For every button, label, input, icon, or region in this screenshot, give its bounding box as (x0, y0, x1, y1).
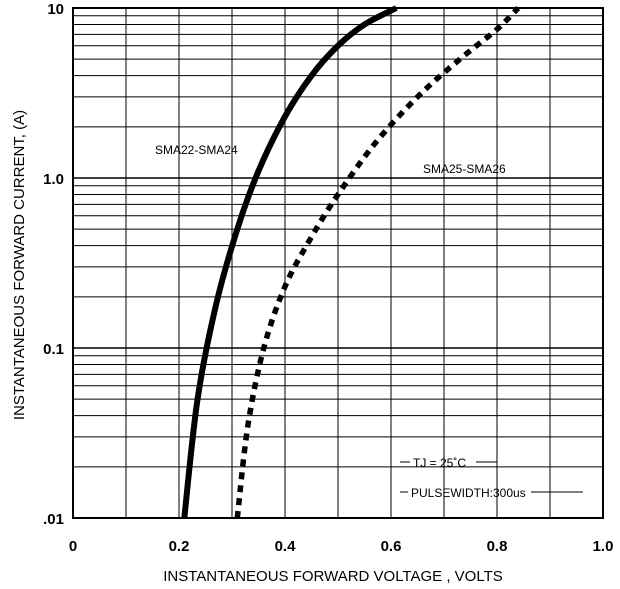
y-tick-label: .01 (43, 511, 64, 528)
x-tick-label: 0.6 (381, 538, 402, 555)
chart-curves (181, 5, 583, 519)
series-line-sma25-sma26 (234, 6, 521, 519)
x-tick-label: 0.2 (169, 538, 190, 555)
x-tick-label: 0 (69, 538, 77, 555)
x-axis-title: INSTANTANEOUS FORWARD VOLTAGE , VOLTS (163, 568, 503, 585)
annotation-temperature: TJ = 25˚C (413, 456, 466, 470)
x-tick-label: 0.4 (275, 538, 297, 555)
x-tick-label: 1.0 (593, 538, 614, 555)
series-line-sma22-sma24 (181, 5, 398, 519)
y-tick-label: 10 (47, 1, 64, 18)
y-tick-label: 1.0 (43, 171, 64, 188)
y-axis-title: INSTANTANEOUS FORWARD CURRENT, (A) (11, 110, 28, 420)
series-label-sma22-sma24: SMA22-SMA24 (155, 143, 238, 157)
x-tick-label: 0.8 (487, 538, 508, 555)
plot-frame (72, 7, 604, 519)
series-label-sma25-sma26: SMA25-SMA26 (423, 162, 506, 176)
tick-labels: 0 0.2 0.4 0.6 0.8 1.0 .01 0.1 1.0 10 (43, 1, 613, 555)
y-tick-label: 0.1 (43, 341, 64, 358)
annotation-pulsewidth: PULSEWIDTH:300us (411, 486, 526, 500)
